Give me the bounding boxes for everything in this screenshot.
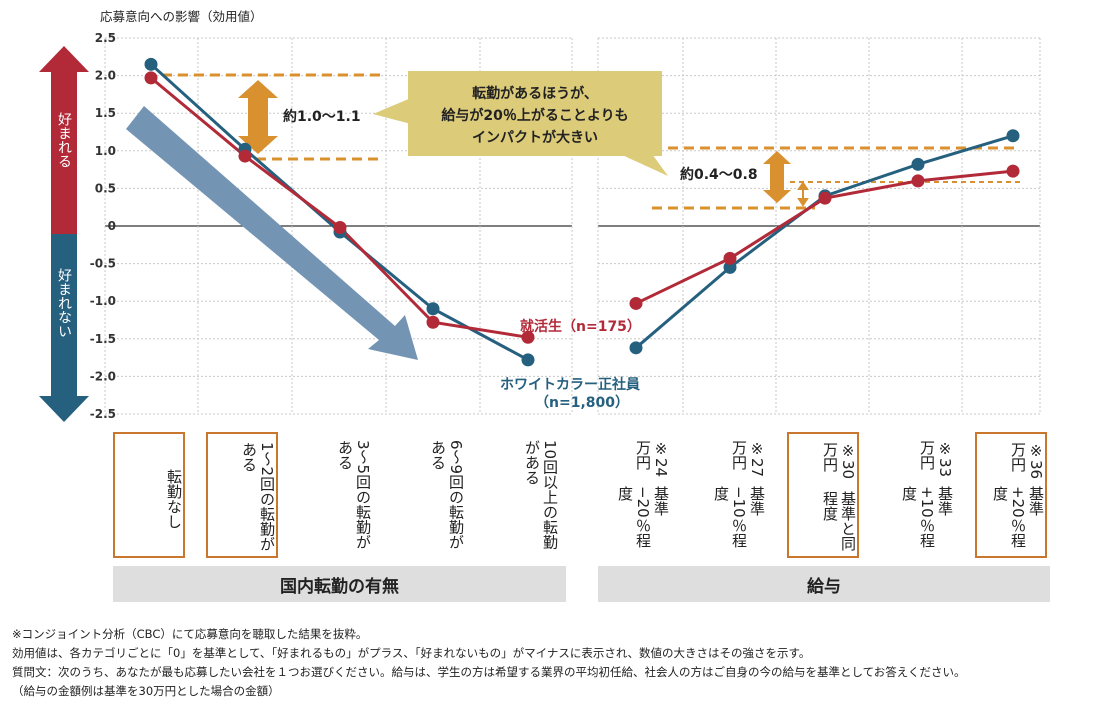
preference-axis-arrow: 好まれる 好まれない: [39, 46, 89, 422]
diff-arrow-small: [797, 181, 809, 207]
y-tick-label: 2.5: [95, 31, 116, 45]
category-desc: 基準−20％程度: [616, 485, 670, 548]
label-student: 就活生（n=175）: [520, 318, 641, 335]
category-label: 1〜2回の転勤がある: [206, 432, 278, 558]
arrow-up-label: 好まれる: [56, 112, 72, 168]
series-point: [818, 191, 832, 205]
series-point: [911, 157, 925, 171]
trend-arrow: [126, 106, 418, 360]
category-desc: 基準+10％程度: [900, 485, 954, 548]
chart-grid: [104, 37, 1041, 415]
category-price: ※30万円: [821, 442, 857, 480]
footnote-line: ※コンジョイント分析（CBC）にて応募意向を聴取した結果を抜粋。: [12, 627, 368, 641]
panel-label-transfer: 国内転勤の有無: [113, 566, 566, 602]
callout-text: 転勤があるほうが、給与が20％上がることよりもインパクトが大きい: [441, 85, 628, 146]
reference-dashes: [162, 73, 1020, 210]
category-label: ※24万円基準−20％程度: [598, 432, 670, 558]
category-label: ※36万円基準+20％程度: [975, 432, 1047, 558]
callout-box: 転勤があるほうが、給与が20％上がることよりもインパクトが大きい: [373, 71, 668, 176]
y-axis-label: 応募意向への影響（効用値）: [100, 9, 263, 24]
y-tick-label: 2.0: [95, 69, 116, 83]
label-whitecollar-2: （n=1,800）: [535, 395, 629, 411]
callout-pointer-left: [373, 98, 411, 124]
diff-arrow-left: [238, 80, 278, 154]
series-point: [723, 251, 737, 265]
category-price: ※33万円: [918, 440, 954, 478]
category-price: ※36万円: [1009, 442, 1045, 480]
arrow-up-bar: [51, 72, 77, 234]
series-point: [1006, 164, 1020, 178]
series-point: [911, 174, 925, 188]
category-label: 転勤なし: [113, 432, 185, 558]
category-label: ※30万円基準と同程度: [787, 432, 859, 558]
category-label: ※27万円基準−10％程度: [694, 432, 766, 558]
arrow-down-label: 好まれない: [56, 268, 72, 338]
y-tick-label: 0: [108, 219, 116, 233]
series-point: [426, 315, 440, 329]
callout-line: インパクトが大きい: [472, 129, 598, 146]
arrow-down-bar: [51, 234, 77, 396]
diff-arrow-right: [763, 151, 791, 203]
category-desc: 基準−10％程度: [712, 485, 766, 548]
category-price: ※24万円: [634, 440, 670, 478]
series-point: [426, 302, 440, 316]
series-point: [333, 221, 347, 235]
y-tick-label: -1.5: [90, 332, 116, 346]
category-desc: 基準+20％程度: [991, 486, 1045, 548]
chart-series: [144, 57, 1020, 367]
category-label: ※33万円基準+10％程度: [882, 432, 954, 558]
callout-pointer-right: [620, 154, 668, 176]
y-tick-label: 1.0: [95, 144, 116, 158]
arrow-down-head: [39, 396, 89, 422]
series-point: [521, 330, 535, 344]
series-point: [144, 71, 158, 85]
y-tick-label: -2.0: [90, 369, 116, 383]
arrow-up-head: [39, 46, 89, 72]
footnote-line: （給与の金額例は基準を30万円とした場合の金額）: [12, 684, 280, 698]
series-point: [629, 296, 643, 310]
y-tick-label: -2.5: [90, 407, 116, 421]
y-tick-label: -1.0: [90, 294, 116, 308]
y-tick-label: 0.5: [95, 181, 116, 195]
label-whitecollar-1: ホワイトカラー正社員: [500, 376, 640, 393]
panel-label-salary: 給与: [598, 566, 1050, 602]
callout-line: 転勤があるほうが、: [472, 85, 598, 102]
category-label: 3〜5回の転勤がある: [336, 440, 372, 550]
footnote-line: 効用値は、各カテゴリごとに「0」を基準として、「好まれるもの」がプラス、「好まれ…: [12, 646, 811, 660]
series-point: [521, 353, 535, 367]
footnote-line: 質問文：次のうち、あなたが最も応募したい会社を１つお選びください。給与は、学生の…: [12, 665, 966, 679]
category-label: 10回以上の転勤がある: [523, 440, 559, 550]
category-desc: 基準と同程度: [821, 490, 857, 551]
category-price: ※27万円: [730, 440, 766, 478]
footnotes: ※コンジョイント分析（CBC）にて応募意向を聴取した結果を抜粋。効用値は、各カテ…: [12, 625, 1097, 701]
series-point: [1006, 129, 1020, 143]
callout-line: 給与が20％上がることよりも: [441, 107, 628, 124]
series-point: [629, 341, 643, 355]
y-tick-label: -0.5: [90, 257, 116, 271]
utility-chart: 応募意向への影響（効用値） 2.5 2.0 1.5 1.0 0.5 0 -0.5 -1.0 -1…: [39, 9, 1041, 422]
diff-label-right: 約0.4〜0.8: [680, 166, 758, 183]
category-label: 6〜9回の転勤がある: [429, 440, 465, 550]
diff-label-left: 約1.0〜1.1: [283, 108, 361, 125]
series-point: [723, 260, 737, 274]
series-point: [144, 57, 158, 71]
y-tick-label: 1.5: [95, 106, 116, 120]
callout-background: [408, 71, 662, 156]
y-tick-labels: 2.5 2.0 1.5 1.0 0.5 0 -0.5 -1.0 -1.5 -2.0 -2.5: [90, 31, 116, 421]
series-point: [238, 149, 252, 163]
